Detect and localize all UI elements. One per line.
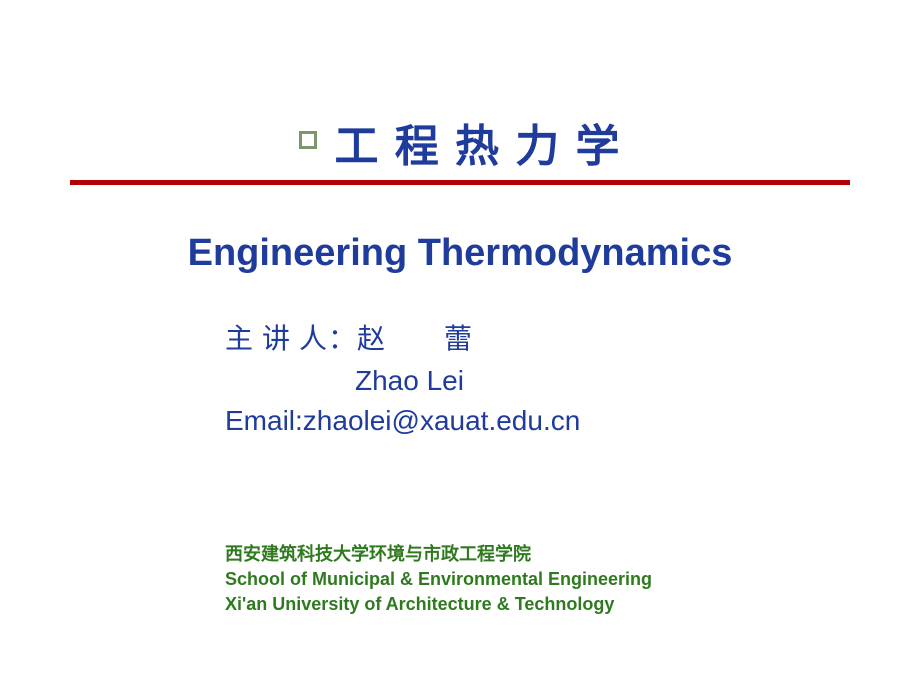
footer-school-en1: School of Municipal & Environmental Engi… [225, 567, 652, 592]
bullet-icon [299, 131, 317, 149]
lecturer-block: 主 讲 人：赵 蕾 Zhao Lei Email:zhaolei@xauat.e… [225, 320, 580, 442]
footer-school-cn: 西安建筑科技大学环境与市政工程学院 [225, 542, 652, 567]
title-english: Engineering Thermodynamics [0, 232, 920, 275]
footer-block: 西安建筑科技大学环境与市政工程学院 School of Municipal & … [225, 542, 652, 618]
title-chinese: 工 程 热 力 学 [0, 110, 920, 174]
divider-line [70, 180, 850, 185]
slide: 工 程 热 力 学 Engineering Thermodynamics 主 讲… [0, 0, 920, 690]
title-cn-text: 工 程 热 力 学 [335, 110, 622, 174]
lecturer-name-cn: 主 讲 人：赵 蕾 [225, 320, 580, 361]
lecturer-email: Email:zhaolei@xauat.edu.cn [225, 401, 580, 442]
lecturer-name-en: Zhao Lei [355, 361, 580, 402]
title-en-text: Engineering Thermodynamics [188, 232, 733, 274]
footer-school-en2: Xi'an University of Architecture & Techn… [225, 592, 652, 617]
